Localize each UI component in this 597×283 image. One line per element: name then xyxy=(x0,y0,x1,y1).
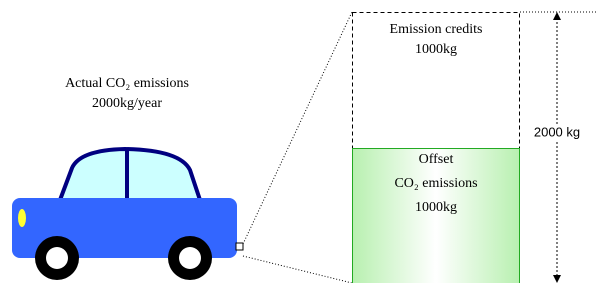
total-label: 2000 kg xyxy=(534,124,580,139)
car-cabin xyxy=(60,149,200,200)
offset-box xyxy=(353,149,520,283)
wheel-hub xyxy=(179,247,201,269)
diagram: Actual CO₂ emissions 2000kg/year Emissio… xyxy=(0,0,597,283)
credits-amount: 1000kg xyxy=(415,42,457,57)
offset-amount: 1000kg xyxy=(415,200,457,215)
credits-label: Emission credits xyxy=(390,22,483,37)
offset-label: CO₂ emissions xyxy=(394,176,477,191)
exhaust xyxy=(236,243,243,250)
car-label: Actual CO₂ emissions xyxy=(65,76,189,91)
car-amount: 2000kg/year xyxy=(92,96,162,111)
zoom-line xyxy=(243,12,352,244)
arrow-head xyxy=(553,12,561,20)
offset-label: Offset xyxy=(419,152,454,167)
zoom-line xyxy=(243,256,352,283)
arrow-head xyxy=(553,275,561,283)
wheel-hub xyxy=(46,247,68,269)
headlight xyxy=(18,209,26,227)
